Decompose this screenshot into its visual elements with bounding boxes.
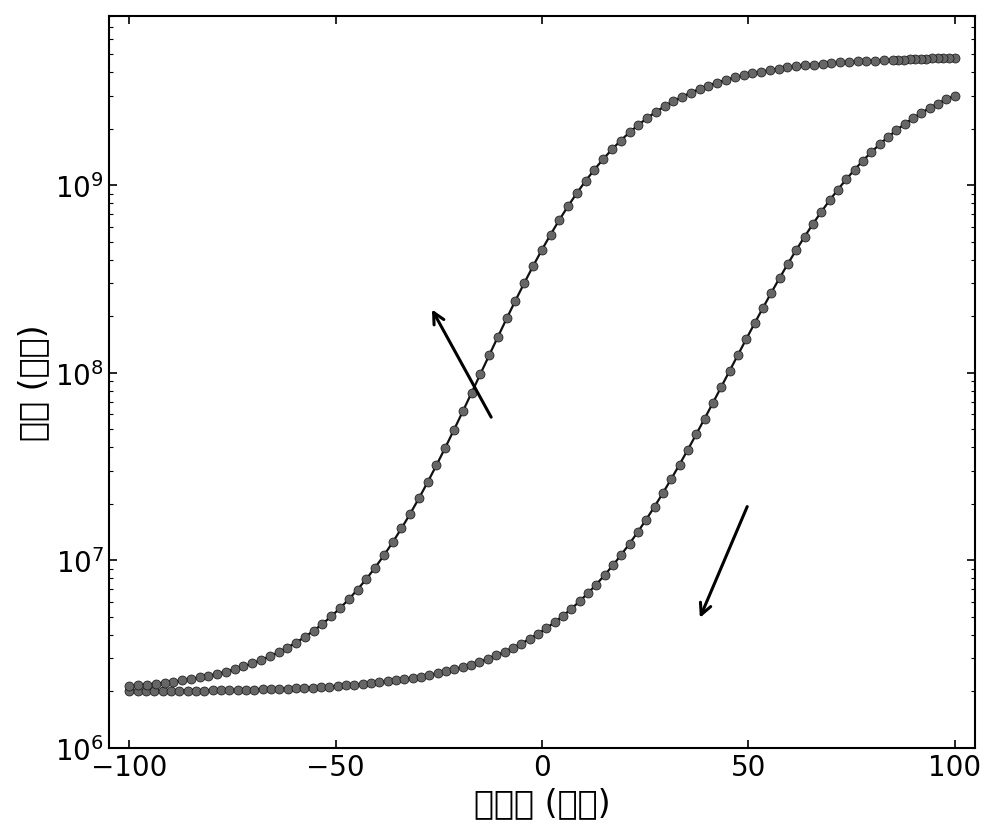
Y-axis label: 电阻 (欧姆): 电阻 (欧姆) [17, 324, 50, 441]
X-axis label: 场电压 (伏特): 场电压 (伏特) [474, 787, 610, 819]
